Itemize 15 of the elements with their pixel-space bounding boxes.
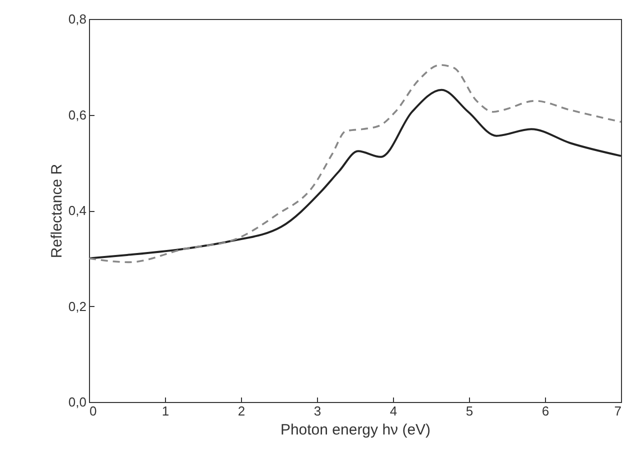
y-tick-label: 0,2 (68, 298, 86, 314)
y-tick-label: 0,8 (68, 12, 86, 26)
x-tick-label: 5 (466, 404, 474, 418)
y-tick-label: 0,4 (68, 203, 86, 218)
x-tick-label: 0 (90, 404, 97, 418)
y-axis-title: Reflectance R (48, 164, 66, 258)
x-tick-label: 1 (162, 404, 170, 418)
y-tick-label: 0,6 (68, 107, 86, 122)
x-tick-label: 6 (542, 404, 550, 418)
x-tick-label: 4 (390, 404, 398, 418)
y-tick-label: 0,0 (68, 394, 86, 410)
x-tick-label: 3 (314, 404, 322, 418)
x-axis-title: Photon energy hν (eV) (280, 422, 431, 438)
x-tick-label: 7 (614, 404, 622, 418)
x-tick-label: 2 (238, 404, 246, 418)
